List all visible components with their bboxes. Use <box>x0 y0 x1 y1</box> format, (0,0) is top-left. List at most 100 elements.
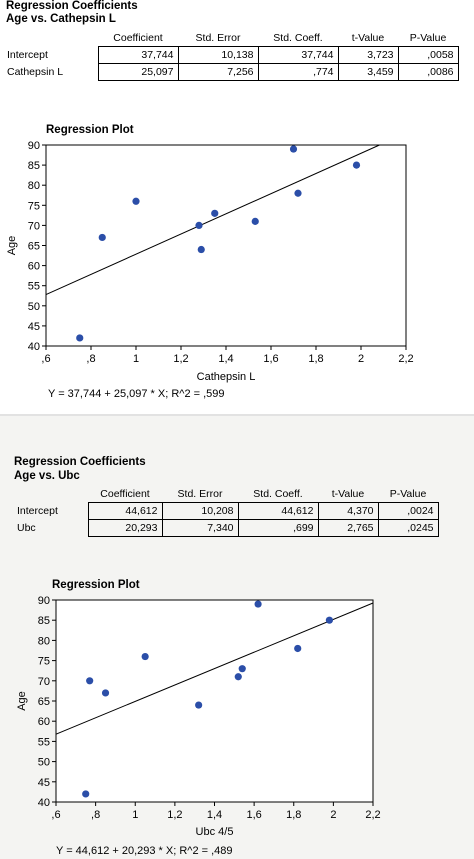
column-header: P-Value <box>409 32 447 44</box>
column-header: Std. Error <box>177 488 223 500</box>
panel-divider <box>0 414 474 416</box>
y-tick-label: 80 <box>38 635 50 647</box>
row-label: Intercept <box>7 49 48 61</box>
data-point <box>195 221 203 229</box>
x-axis-label: Cathepsin L <box>197 371 256 383</box>
data-point <box>234 673 242 681</box>
x-tick-label: 1,8 <box>308 353 323 365</box>
y-tick-label: 90 <box>38 595 50 607</box>
table-cell: 37,744 <box>97 46 179 64</box>
plot-frame <box>55 599 374 803</box>
table-cell: ,699 <box>237 519 319 537</box>
table-row: Intercept 44,612 10,208 44,612 4,370 ,00… <box>14 502 439 520</box>
x-tick-label: 1,6 <box>246 809 261 821</box>
y-tick-label: 55 <box>28 281 40 293</box>
y-tick-label: 90 <box>28 140 40 152</box>
column-header: Coefficient <box>113 32 163 44</box>
x-tick-label: 2 <box>330 809 336 821</box>
table-row: Cathepsin L 25,097 7,256 ,774 3,459 ,008… <box>4 63 459 81</box>
x-tick-label: ,6 <box>51 809 60 821</box>
y-axis-label: Age <box>6 236 18 256</box>
data-point <box>86 677 94 685</box>
table-cell: 10,208 <box>161 502 239 520</box>
y-tick-label: 45 <box>38 777 50 789</box>
table-cell: 20,293 <box>87 519 163 537</box>
y-tick-label: 75 <box>28 200 40 212</box>
table-cell: ,0058 <box>397 46 459 64</box>
data-point <box>251 217 259 225</box>
y-tick-label: 60 <box>28 261 40 273</box>
table-cell: ,774 <box>257 63 339 81</box>
table-row: Ubc 20,293 7,340 ,699 2,765 ,0245 <box>14 519 439 537</box>
column-header: Std. Error <box>195 32 241 44</box>
plot-frame <box>45 144 407 347</box>
x-tick-label: 1,6 <box>263 353 278 365</box>
y-tick-label: 40 <box>38 797 50 809</box>
row-label: Ubc <box>17 522 36 534</box>
data-point <box>352 161 361 169</box>
regression-plot: Regression Plot 40 45 50 55 60 65 70 75 80 85 90 ,6,… <box>6 124 414 400</box>
y-axis-label: Age <box>16 691 28 711</box>
column-header: P-Value <box>389 488 427 500</box>
row-label: Cathepsin L <box>7 66 64 78</box>
coefficients-subtitle: Age vs. Ubc <box>14 470 80 482</box>
regression-equation: Y = 44,612 + 20,293 * X; R^2 = ,489 <box>56 845 233 857</box>
y-tick-label: 85 <box>28 160 40 172</box>
column-header: Std. Coeff. <box>253 488 303 500</box>
data-point <box>141 652 149 661</box>
data-point <box>325 616 334 624</box>
coefficients-subtitle: Age vs. Cathepsin L <box>6 13 116 25</box>
data-point <box>82 790 90 798</box>
x-tick-label: ,8 <box>91 809 100 821</box>
y-tick-label: 40 <box>28 341 40 353</box>
x-tick-label: 1,4 <box>218 353 233 365</box>
y-tick-label: 65 <box>38 696 50 708</box>
x-tick-label: ,6 <box>41 353 50 365</box>
table-cell: 7,340 <box>161 519 239 537</box>
data-point <box>211 209 219 217</box>
column-header: Std. Coeff. <box>273 32 323 44</box>
x-tick-label: 2,2 <box>398 353 413 365</box>
regression-line <box>45 144 380 295</box>
y-tick-label: 85 <box>38 615 50 627</box>
y-tick-label: 55 <box>38 736 50 748</box>
column-header: t-Value <box>331 488 365 500</box>
table-cell: 3,459 <box>337 63 399 81</box>
regression-panel-cathepsin: Regression Coefficients Age vs. Cathepsi… <box>0 0 474 414</box>
y-tick-label: 80 <box>28 180 40 192</box>
x-tick-label: 1,2 <box>173 353 188 365</box>
data-point <box>195 701 203 709</box>
y-tick-label: 75 <box>38 656 50 668</box>
table-cell: 44,612 <box>87 502 163 520</box>
table-row: Intercept 37,744 10,138 37,744 3,723 ,00… <box>4 46 459 64</box>
coefficients-title: Regression Coefficients <box>6 0 138 12</box>
table-cell: 10,138 <box>177 46 259 64</box>
column-header: Coefficient <box>100 488 150 500</box>
table-header-row: Coefficient Std. Error Std. Coeff. t-Val… <box>4 30 458 47</box>
table-cell: 44,612 <box>237 502 319 520</box>
table-cell: ,0024 <box>377 502 439 520</box>
table-cell: 3,723 <box>337 46 399 64</box>
data-point <box>132 197 140 205</box>
data-point <box>289 145 298 153</box>
data-point <box>98 233 106 242</box>
coefficients-title: Regression Coefficients <box>14 456 146 468</box>
data-point <box>197 245 205 254</box>
column-header: t-Value <box>351 32 385 44</box>
data-point <box>238 665 246 673</box>
x-tick-label: 2 <box>358 353 364 365</box>
data-point <box>76 334 84 342</box>
table-cell: 4,370 <box>317 502 379 520</box>
y-tick-label: 50 <box>38 757 50 769</box>
x-tick-label: 2,2 <box>365 809 380 821</box>
data-point <box>294 644 302 653</box>
y-tick-label: 70 <box>28 220 40 232</box>
table-cell: ,0086 <box>397 63 459 81</box>
x-tick-label: 1,4 <box>207 809 222 821</box>
regression-plot: Regression Plot 40 45 50 55 60 65 70 75 80 85 90 ,6,… <box>16 579 381 857</box>
table-cell: 37,744 <box>257 46 339 64</box>
coefficients-table: Coefficient Std. Error Std. Coeff. t-Val… <box>14 486 439 537</box>
regression-line <box>55 602 374 735</box>
x-axis-label: Ubc 4/5 <box>196 826 234 838</box>
regression-panel-ubc: Regression Coefficients Age vs. Ubc Coef… <box>0 416 474 859</box>
